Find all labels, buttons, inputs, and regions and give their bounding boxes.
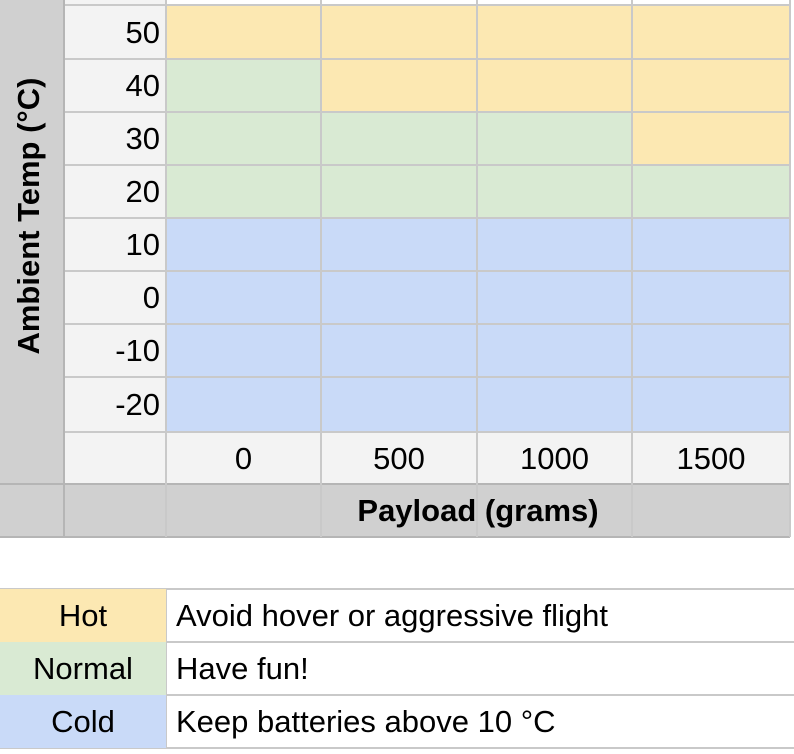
heatmap-cell xyxy=(632,5,790,59)
y-tick-label: 20 xyxy=(125,174,160,209)
heatmap-cell xyxy=(321,324,477,377)
y-axis-label: Ambient Temp (°C) xyxy=(11,77,46,355)
x-axis-label-row xyxy=(64,484,790,537)
y-axis-label-column xyxy=(0,0,64,537)
legend-description: Have fun! xyxy=(176,651,309,686)
heatmap-cell xyxy=(632,377,790,432)
gridline xyxy=(0,641,794,643)
legend-swatch: Cold xyxy=(0,695,166,748)
heatmap-cell xyxy=(477,5,632,59)
heatmap-cell xyxy=(632,271,790,324)
heatmap-cell xyxy=(632,218,790,271)
heatmap-cell xyxy=(321,377,477,432)
heatmap-cell xyxy=(477,165,632,218)
y-tick-column xyxy=(64,0,166,432)
gridline xyxy=(0,483,790,485)
gridline xyxy=(64,376,790,378)
y-tick-label: 10 xyxy=(125,227,160,262)
heatmap-cell xyxy=(166,324,321,377)
heatmap-cell xyxy=(632,112,790,165)
gridline xyxy=(63,0,65,537)
gridline xyxy=(64,164,790,166)
gridline xyxy=(64,431,790,433)
heatmap-cell xyxy=(321,271,477,324)
gridline xyxy=(0,694,794,696)
gridline xyxy=(0,588,794,590)
heatmap-cell xyxy=(321,165,477,218)
heatmap-cell xyxy=(166,377,321,432)
heatmap-cell xyxy=(632,324,790,377)
gridline xyxy=(789,0,791,537)
y-tick-label: 0 xyxy=(142,280,160,315)
y-tick-label: 50 xyxy=(125,14,160,50)
heatmap-cell xyxy=(477,112,632,165)
heatmap-cell xyxy=(632,165,790,218)
x-tick-row xyxy=(166,432,790,484)
x-tick-label: 1500 xyxy=(676,440,746,476)
heatmap-cell xyxy=(477,324,632,377)
y-tick-label: -20 xyxy=(115,387,160,422)
heatmap-cell xyxy=(166,112,321,165)
x-tick-label: 500 xyxy=(373,440,425,476)
heatmap-cell xyxy=(477,59,632,112)
gridline xyxy=(0,536,790,538)
y-tick-label: 30 xyxy=(125,121,160,156)
heatmap-cell xyxy=(321,5,477,59)
gridline xyxy=(631,0,633,537)
gridline xyxy=(64,217,790,219)
heatmap-cell xyxy=(166,218,321,271)
gridline xyxy=(0,747,794,749)
gridline xyxy=(64,4,790,6)
gridline xyxy=(165,0,167,537)
x-tick-label: 1000 xyxy=(520,440,589,476)
gridline xyxy=(64,111,790,113)
heatmap-cell xyxy=(321,112,477,165)
gridline xyxy=(64,270,790,272)
heatmap-cell xyxy=(166,59,321,112)
heatmap-cell xyxy=(321,218,477,271)
y-tick-label: -10 xyxy=(115,333,160,368)
heatmap-cell xyxy=(477,271,632,324)
y-tick-label: 40 xyxy=(125,68,160,103)
heatmap-cell xyxy=(166,271,321,324)
gridline xyxy=(64,323,790,325)
gridline xyxy=(320,0,322,537)
heatmap-cell xyxy=(477,377,632,432)
x-tick-label: 0 xyxy=(234,440,253,476)
legend-swatch: Normal xyxy=(0,642,166,695)
legend-description: Avoid hover or aggressive flight xyxy=(176,598,608,633)
legend-swatch: Hot xyxy=(0,589,166,642)
gridline xyxy=(165,589,167,749)
x-axis-label: Payload (grams) xyxy=(357,493,599,528)
heatmap-cell xyxy=(166,5,321,59)
heatmap-cell xyxy=(477,218,632,271)
x-tick-row-gutter xyxy=(64,432,166,484)
heatmap-cell xyxy=(632,59,790,112)
heatmap-cell xyxy=(166,165,321,218)
heatmap-cell xyxy=(321,59,477,112)
gridline xyxy=(64,58,790,60)
gridline xyxy=(476,0,478,537)
legend-description: Keep batteries above 10 °C xyxy=(176,704,556,739)
